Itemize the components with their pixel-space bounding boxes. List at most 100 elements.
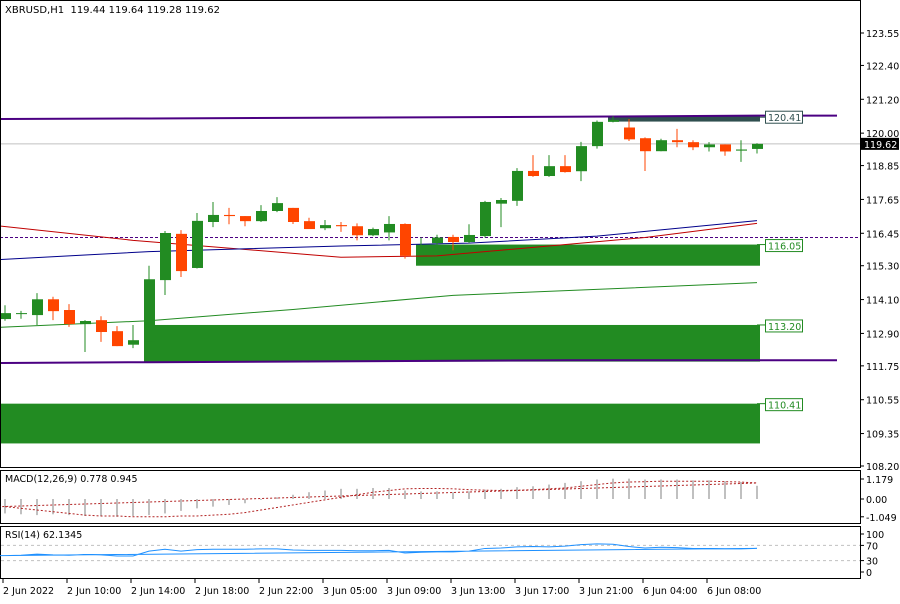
y-tick-label: 122.40 [866, 61, 899, 72]
candle-body [80, 321, 91, 325]
candle-body [32, 299, 43, 316]
y-tick-label: 123.55 [866, 29, 899, 40]
candle-body [64, 310, 75, 325]
x-tick-label: 3 Jun 17:00 [515, 586, 569, 597]
candle-body [544, 166, 555, 177]
candle-body [496, 199, 507, 204]
zone-rect [416, 244, 760, 266]
zone-label-box [765, 239, 803, 253]
candle-body [384, 223, 395, 233]
zone-label-box [765, 398, 803, 412]
candle-body [400, 223, 411, 256]
candle-body [144, 279, 155, 342]
candle-body [448, 236, 459, 243]
zone-label: 120.41 [768, 113, 801, 124]
candle-body [288, 207, 299, 222]
zone-rect [1, 403, 760, 444]
candle-body [320, 225, 331, 229]
x-tick-label: 3 Jun 21:00 [579, 586, 633, 597]
candle-body [752, 143, 763, 149]
candle-body [224, 214, 235, 217]
candle-body [256, 210, 267, 222]
zone-rect [144, 324, 760, 362]
x-tick-label: 2 Jun 2022 [3, 586, 54, 597]
macd-y-tick-label: 1.179 [866, 475, 893, 486]
current-price-label: 119.62 [864, 140, 897, 151]
candle-body [240, 216, 251, 222]
main-plot [1, 114, 860, 444]
main-panel [0, 0, 861, 468]
candle-body [112, 331, 123, 347]
rsi-y-tick-label: 100 [866, 530, 884, 541]
y-tick-label: 108.20 [866, 462, 899, 473]
y-tick-label: 111.75 [866, 362, 899, 373]
candle-body [576, 146, 587, 172]
candle-body [656, 140, 667, 152]
candle-body [560, 166, 571, 173]
candle-body [640, 138, 651, 152]
candle-body [176, 233, 187, 272]
candle-body [336, 225, 347, 227]
x-tick-label: 3 Jun 09:00 [387, 586, 441, 597]
candle-body [672, 140, 683, 143]
macd-y-tick-label: -1.049 [866, 513, 897, 524]
macd-name: MACD(12,26,9) [5, 474, 78, 485]
candle-body [128, 340, 139, 345]
y-tick-label: 120.00 [866, 129, 899, 140]
rsi-y-tick-label: 0 [866, 568, 872, 579]
zone-label: 110.41 [768, 401, 801, 412]
candle-body [272, 203, 283, 211]
candle-body [624, 127, 635, 140]
candle-body [480, 201, 491, 237]
zone-rect [608, 116, 760, 122]
candle-body [464, 234, 475, 243]
candle-body [304, 221, 315, 230]
y-tick-label: 118.85 [866, 162, 899, 173]
rsi-line [0, 543, 758, 557]
candle-body [1, 313, 11, 320]
y-tick-label: 115.30 [866, 262, 899, 273]
macd-panel [0, 470, 861, 524]
candle-body [368, 229, 379, 236]
candle-body [592, 121, 603, 147]
support-line [1, 359, 837, 364]
candle-body [704, 144, 715, 148]
candle-body [16, 313, 27, 315]
x-tick-label: 2 Jun 18:00 [195, 586, 249, 597]
current-price-badge [861, 137, 899, 150]
rsi-header: RSI(14) 62.1345 [5, 530, 82, 541]
zone-label-box [765, 319, 803, 333]
candle-body [688, 142, 699, 148]
candle-body [512, 170, 523, 201]
y-tick-label: 110.55 [866, 396, 899, 407]
x-tick-label: 3 Jun 13:00 [451, 586, 505, 597]
x-tick-label: 2 Jun 10:00 [67, 586, 121, 597]
macd-header: MACD(12,26,9) 0.778 0.945 [5, 474, 138, 485]
rsi-value: 62.1345 [42, 530, 83, 541]
candle-body [160, 232, 171, 281]
ma-red-line [1, 222, 758, 258]
y-tick-label: 116.45 [866, 229, 899, 240]
ohlc-label: 119.44 119.64 119.28 119.62 [70, 5, 220, 16]
y-tick-label: 114.10 [866, 296, 899, 307]
chart-header: XBRUSD,H1 119.44 119.64 119.28 119.62 [5, 5, 220, 16]
macd-values: 0.778 0.945 [80, 474, 138, 485]
zone-label-box [765, 110, 803, 124]
candle-body [416, 245, 427, 249]
y-tick-label: 112.90 [866, 329, 899, 340]
candle-body [528, 170, 539, 177]
macd-y-tick-label: 0.00 [866, 495, 887, 506]
x-tick-label: 6 Jun 04:00 [643, 586, 697, 597]
symbol-label: XBRUSD,H1 [5, 5, 65, 16]
zone-label: 116.05 [768, 242, 801, 253]
y-tick-label: 121.20 [866, 95, 899, 106]
x-tick-label: 2 Jun 14:00 [131, 586, 185, 597]
macd-signal-line [0, 480, 758, 518]
x-tick-label: 3 Jun 05:00 [323, 586, 377, 597]
candle-body [48, 299, 59, 312]
x-tick-label: 2 Jun 22:00 [259, 586, 313, 597]
x-tick-label: 6 Jun 08:00 [707, 586, 761, 597]
candle-body [736, 149, 747, 151]
